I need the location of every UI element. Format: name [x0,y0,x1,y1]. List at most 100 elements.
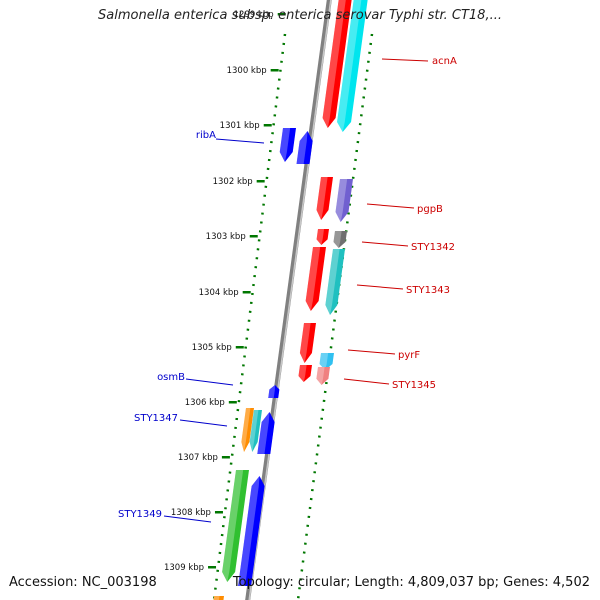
tick-mark [221,456,230,459]
tick-mark [249,235,258,238]
gene-arrow-STY1342-gray [333,231,347,248]
gene-arrow-pyrF-red [299,323,316,363]
gene-arrow-STY1349-green-shade [222,470,244,582]
gene-arrow-osmB [268,385,280,398]
tick-label: 1304 kbp [199,288,239,298]
gene-arrow-pyrF-sky [319,353,334,370]
gene-arrow-ribA-blue2 [296,131,313,164]
gene-label-STY1342: STY1342 [411,242,455,253]
tick-label: 1307 kbp [178,453,218,463]
gene-arrow-STY1347-blue [257,412,275,454]
gene-arrow-acnA-red [322,0,352,128]
tick-label: 1303 kbp [206,232,246,242]
leader-osmB [185,378,234,386]
gene-arrow-STY1347-teal-shade [249,410,259,452]
leader-pyrF [347,349,396,355]
gene-arrow-STY1343-red-shade [305,247,321,311]
tick-mark [242,291,251,294]
ruler-right-dotted [296,33,374,600]
leader-STY1349 [163,515,212,523]
gene-label-STY1349: STY1349 [118,509,162,520]
gene-arrow-STY1343-red [305,247,326,311]
gene-arrow-STY1347-orange-shade [241,408,251,452]
tick-label: 1301 kbp [220,121,260,131]
tick-label: 1302 kbp [213,177,253,187]
gene-arrow-STY1349-green-body [222,470,249,582]
gene-label-STY1345: STY1345 [392,380,436,391]
gene-arrow-STY1347-orange [241,408,254,452]
tick-mark [214,511,223,514]
tick-mark [208,566,217,569]
gene-arrow-pgpB-purple-body [335,179,353,222]
gene-arrow-STY1347-teal-body [249,410,262,452]
gene-labels: acnA ribA pgpB STY1342 STY1343 pyrF STY1345 osm… [118,56,457,523]
leader-STY1343 [356,284,404,290]
tick-mark [235,346,244,349]
gene-arrow-pgpB-purple-shade [335,179,348,222]
gene-arrow-bottom-orange-body [213,596,224,600]
tick-label: 1305 kbp [192,343,232,353]
gene-arrow-pgpB-red-body [316,177,333,220]
gene-arrow-STY1347-blue-shade [257,412,270,454]
gene-arrow-STY1345-red-shade [298,365,307,382]
gene-arrow-bottom-orange-shade [213,596,220,600]
accession-label: Accession: NC_003198 [9,575,157,590]
genome-title: Salmonella enterica subsp. enterica sero… [98,8,502,23]
leader-STY1345 [343,378,390,385]
gene-arrow-STY1342-red-shade [316,229,325,245]
gene-arrow-STY1343-red-body [305,247,326,311]
leader-pgpB [366,203,415,209]
tick-mark [263,124,272,127]
gene-arrow-STY1349-blue-shade [238,476,260,586]
gene-arrow-STY1343-teal [325,249,345,315]
gene-arrow-STY1345-pink [316,367,330,385]
gene-arrow-STY1345-pink-shade [316,367,325,385]
leader-acnA [381,58,429,62]
gene-arrow-STY1349-blue [238,476,265,586]
leader-STY1342 [361,241,409,247]
gene-arrow-pyrF-red-shade [299,323,311,363]
gene-arrow-osmB-shade [268,385,275,398]
gene-arrow-acnA-cyan-shade [337,0,362,132]
gene-arrow-STY1343-teal-shade [325,249,340,315]
gene-label-pgpB: pgpB [417,204,443,215]
tick-mark [270,69,279,72]
gene-label-STY1347: STY1347 [134,413,178,424]
gene-arrow-ribA-blue1-shade [279,128,291,162]
gene-arrow-pyrF-red-body [299,323,316,363]
gene-arrow-ribA-blue2-body [296,131,313,164]
backbone-highlight [248,0,332,600]
gene-arrow-STY1345-red [298,365,312,382]
gene-arrow-pyrF-sky-shade [319,353,329,370]
tick-label: 1306 kbp [185,398,225,408]
gene-arrow-bottom-orange [213,596,224,600]
ruler-right-line [296,33,374,600]
gene-arrow-STY1343-teal-body [325,249,345,315]
tick-mark [228,401,237,404]
gene-arrow-acnA-red-body [322,0,352,128]
genome-stats: Topology: circular; Length: 4,809,037 bp… [232,575,590,590]
gene-arrow-STY1347-teal [249,410,262,452]
tick-label: 1309 kbp [164,563,204,573]
gene-arrow-acnA-cyan-body [337,0,368,132]
kbp-ticks: 1299 kbp 1300 kbp 1301 kbp 1302 kbp 1303 kbp… [164,10,286,573]
gene-arrow-STY1342-gray-body [333,231,347,248]
gene-arrows [213,0,368,600]
gene-arrow-acnA-red-shade [322,0,346,128]
gene-arrow-STY1349-green [222,470,249,582]
gene-arrow-ribA-blue1 [279,128,296,162]
tick-mark [277,13,286,16]
gene-arrow-pgpB-red-shade [316,177,328,220]
gene-arrow-STY1345-red-body [298,365,312,382]
tick-label: 1308 kbp [171,508,211,518]
gene-arrow-osmB-body [268,385,280,398]
leader-STY1347 [179,419,228,427]
gene-arrow-acnA-cyan [337,0,368,132]
leader-ribA [215,138,265,144]
gene-arrow-STY1347-blue-body [257,412,275,454]
gene-label-STY1343: STY1343 [406,285,450,296]
tick-label: 1300 kbp [227,66,267,76]
gene-arrow-pgpB-red [316,177,333,220]
gene-arrow-STY1342-red-body [316,229,329,245]
